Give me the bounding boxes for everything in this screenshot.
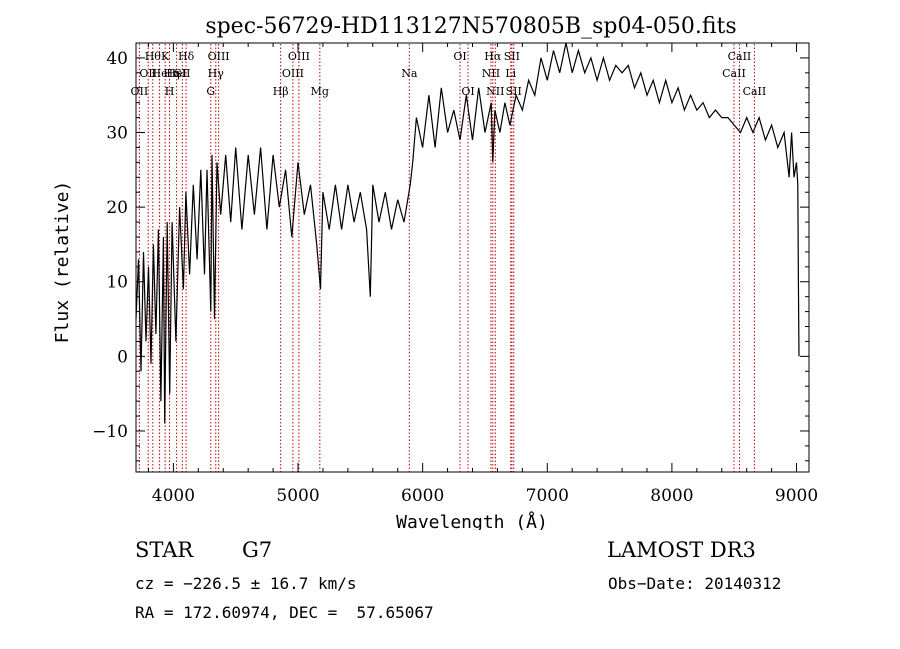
y-tick-label: −10 <box>92 422 128 442</box>
x-tick-label: 4000 <box>152 486 195 506</box>
x-axis-label: Wavelength (Å) <box>396 511 548 530</box>
line-marker-label: OII <box>131 85 149 98</box>
x-tick-label: 8000 <box>650 486 693 506</box>
line-marker-label: OI <box>461 85 474 98</box>
line-marker-label: Li <box>505 67 516 80</box>
line-marker-label: Hδ <box>178 50 195 63</box>
spectrum-line <box>135 42 800 424</box>
y-tick-label: 30 <box>106 124 128 144</box>
line-marker-label: OI <box>453 50 466 63</box>
spectrum-chart: spec-56729-HD113127N570805B_sp04-050.fit… <box>52 14 818 530</box>
line-marker-label: OIII <box>282 67 304 80</box>
line-marker-label: CaII <box>728 50 752 63</box>
line-marker-label: Hθ <box>145 50 162 63</box>
line-markers <box>138 44 755 472</box>
line-marker-label: Hβ <box>273 85 289 98</box>
survey-name: LAMOST DR3 <box>607 538 756 562</box>
line-marker-label: NII <box>482 67 500 80</box>
y-tick-label: 40 <box>106 49 128 69</box>
line-marker-label: OIII <box>208 50 230 63</box>
line-marker-label: Mg <box>311 85 329 98</box>
line-marker-label: SII <box>504 50 520 63</box>
y-tick-label: 20 <box>106 198 128 218</box>
x-tick-label: 9000 <box>775 486 818 506</box>
chart-title: spec-56729-HD113127N570805B_sp04-050.fit… <box>205 14 736 39</box>
line-marker-label: G <box>206 85 215 98</box>
line-marker-label: CaII <box>722 67 746 80</box>
line-marker-label: HeI <box>166 67 186 80</box>
line-marker-labels: OIIOIIHθHeHηKHHeISIIHδGHγOIIIHβOIIIOIIIM… <box>131 50 767 98</box>
y-tick-label: 10 <box>106 273 128 293</box>
redshift-line: cz = −226.5 ± 16.7 km/s <box>135 574 357 593</box>
line-marker-label: He <box>152 67 168 80</box>
object-subclass: G7 <box>242 538 273 562</box>
x-tick-label: 7000 <box>526 486 569 506</box>
coordinates: RA = 172.60974, DEC = 57.65067 <box>135 603 434 622</box>
line-marker-label: Hα <box>484 50 502 63</box>
line-marker-label: H <box>165 85 175 98</box>
line-marker-label: K <box>161 50 170 63</box>
object-class: STAR <box>135 538 194 562</box>
line-marker-label: NII <box>486 85 504 98</box>
line-marker-label: SII <box>174 67 190 80</box>
y-axis-label: Flux (relative) <box>52 181 73 344</box>
line-marker-label: Hγ <box>208 67 225 80</box>
line-marker-label: OIII <box>288 50 310 63</box>
plot-frame <box>135 42 810 473</box>
line-marker-label: CaII <box>743 85 767 98</box>
obs-date: Obs−Date: 20140312 <box>608 574 782 593</box>
x-tick-label: 5000 <box>276 486 319 506</box>
y-axis-ticks: −10 0 10 20 30 40 <box>92 42 809 462</box>
line-marker-label: OII <box>139 67 157 80</box>
line-marker-label: Hη <box>163 67 179 80</box>
x-tick-label: 6000 <box>401 486 444 506</box>
y-tick-label: 0 <box>117 347 128 367</box>
line-marker-label: Na <box>401 67 418 80</box>
line-marker-label: SII <box>506 85 522 98</box>
x-axis-ticks: 4000 5000 6000 7000 8000 9000 <box>147 43 818 506</box>
